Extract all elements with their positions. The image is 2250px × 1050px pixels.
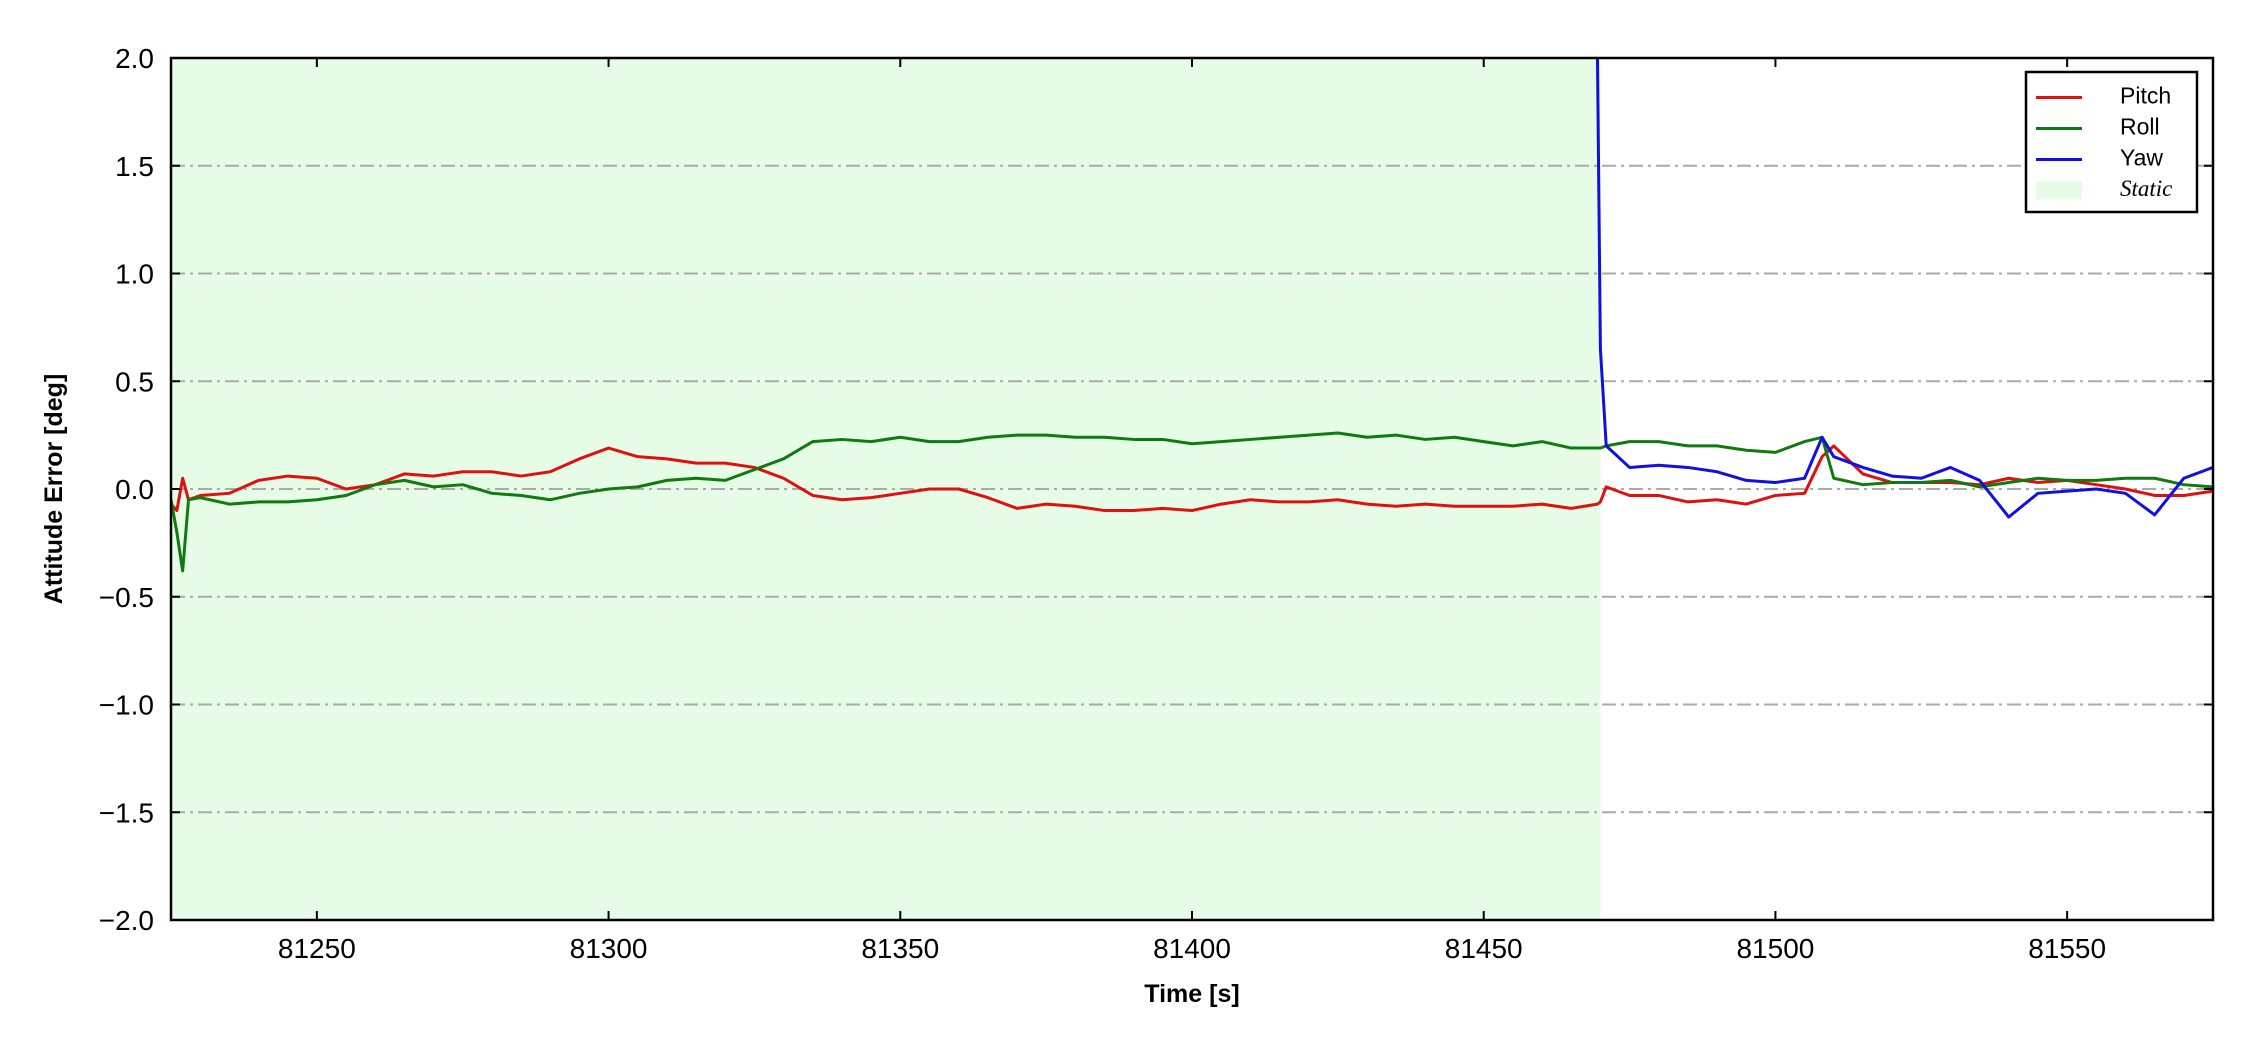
legend-label: Static	[2120, 176, 2172, 201]
y-tick-label: −1.5	[99, 797, 154, 828]
y-tick-label: 1.5	[115, 151, 154, 182]
x-tick-label: 81250	[278, 933, 356, 964]
y-tick-label: 1.0	[115, 259, 154, 290]
y-tick-label: 0.0	[115, 474, 154, 505]
x-tick-label: 81450	[1445, 933, 1523, 964]
y-tick-label: 0.5	[115, 366, 154, 397]
x-tick-label: 81550	[2028, 933, 2106, 964]
axes: −2.0 −1.5 −1.0 −0.5 0.0 0.5 1.0 1.5 2.0 81250 8130…	[99, 43, 2213, 964]
series-line	[171, 431, 2213, 573]
y-tick-label: 2.0	[115, 43, 154, 74]
x-tick-label: 81350	[861, 933, 939, 964]
legend-label: Pitch	[2120, 83, 2171, 109]
series-line	[1595, 58, 2213, 519]
x-tick-label: 81400	[1153, 933, 1231, 964]
x-axis-label: Time [s]	[1144, 980, 1239, 1008]
y-tick-label: −0.5	[99, 582, 154, 613]
legend: Pitch Roll Yaw Static	[2024, 70, 2199, 214]
y-axis-label: Attitude Error [deg]	[40, 374, 68, 605]
x-tick-label: 81300	[570, 933, 648, 964]
legend-swatch	[2036, 181, 2082, 200]
series-line	[171, 444, 2213, 513]
legend-label: Yaw	[2120, 145, 2163, 171]
legend-label: Roll	[2120, 114, 2160, 140]
y-tick-label: −1.0	[99, 690, 154, 721]
x-tick-label: 81500	[1736, 933, 1814, 964]
lines	[171, 58, 2213, 573]
y-tick-label: −2.0	[99, 905, 154, 936]
